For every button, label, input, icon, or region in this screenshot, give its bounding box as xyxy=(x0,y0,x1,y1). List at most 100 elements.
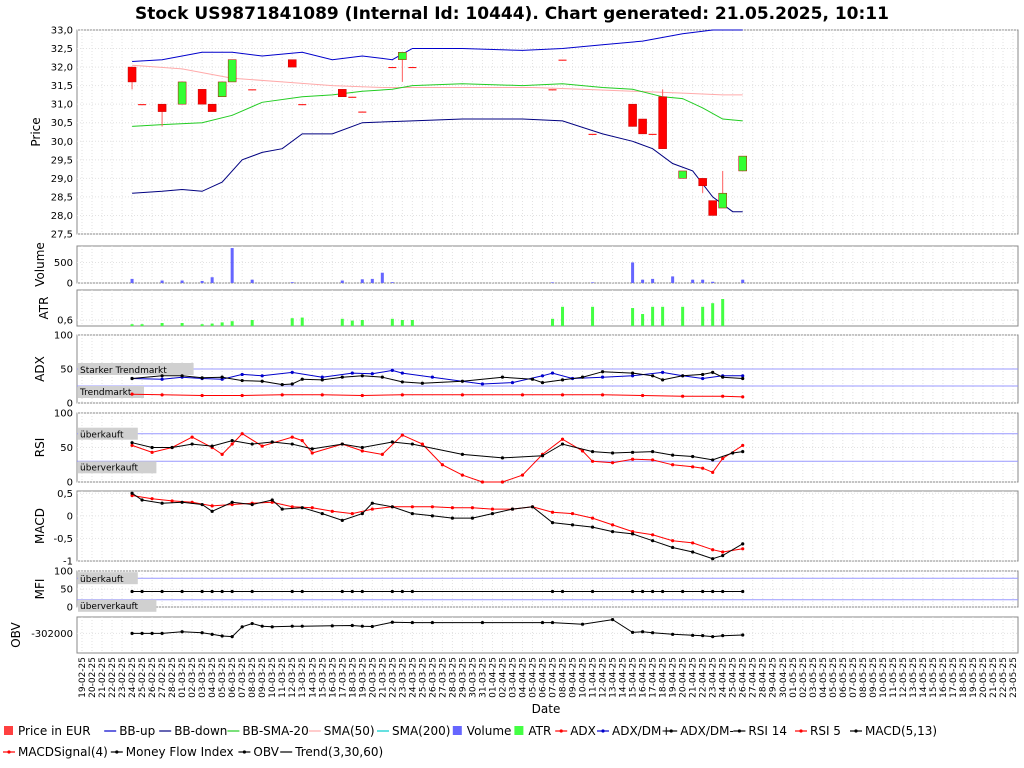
volume-bar xyxy=(631,262,635,283)
rsi5-point xyxy=(230,442,234,446)
macd-signal-line xyxy=(132,495,743,553)
volume-bar xyxy=(711,281,715,283)
mfi-point xyxy=(210,589,214,594)
dm-minus-point xyxy=(530,377,535,381)
macd-signal-point xyxy=(671,539,675,543)
y-tick-label: -302000 xyxy=(31,629,73,640)
macd-point xyxy=(210,509,214,513)
obv-point xyxy=(140,631,144,635)
macd-frame xyxy=(76,490,1019,562)
y-tick-label: 28,5 xyxy=(51,192,73,203)
x-tick-label: 08-03-25 xyxy=(248,657,258,698)
x-tick-label: 08-04-25 xyxy=(559,657,569,698)
obv-point xyxy=(290,624,294,628)
volume-bar xyxy=(340,280,344,283)
dm-plus-point xyxy=(741,374,745,378)
macd-signal-point xyxy=(210,504,214,508)
macd-signal-point xyxy=(721,550,725,554)
y-tick-label: 31,0 xyxy=(51,100,73,111)
obv-point xyxy=(641,630,645,634)
rsi14-point xyxy=(711,458,715,462)
adx-point xyxy=(681,394,685,398)
legend-label: Money Flow Index xyxy=(126,745,234,759)
macd-panel: -1 -0,5 0 0,5 MACD xyxy=(33,489,1019,568)
adx-panel: 0 50 100 ADX Starker Trendmarkt Trendmarkt xyxy=(33,331,1019,410)
rsi5-point xyxy=(560,437,565,441)
obv-point xyxy=(370,624,374,629)
x-tick-label: 30-04-25 xyxy=(779,657,789,698)
macd-point xyxy=(340,518,344,522)
atr-bar xyxy=(551,318,555,326)
x-tick-label: 19-05-25 xyxy=(969,657,979,698)
dm-minus-point xyxy=(651,374,655,378)
x-tick-label: 10-05-25 xyxy=(879,657,889,698)
x-tick-label: 14-03-25 xyxy=(308,657,318,698)
bb-down-line xyxy=(132,118,743,213)
rsi5-point xyxy=(651,458,655,462)
macd-point xyxy=(360,511,364,516)
dm-minus-point xyxy=(560,378,565,382)
obv-point xyxy=(580,622,585,626)
legend-item: OBV xyxy=(238,745,280,759)
obv-axis-label: OBV xyxy=(9,621,23,647)
obv-point xyxy=(410,620,414,625)
legend-label: ADX/DM+ xyxy=(612,724,671,738)
x-tick-label: 18-04-25 xyxy=(659,657,669,698)
mfi-point xyxy=(340,589,344,594)
x-axis-label: Date xyxy=(532,702,561,716)
candle-body xyxy=(638,118,647,135)
rsi5-point xyxy=(240,432,244,436)
macd-point xyxy=(530,505,535,509)
macd-point xyxy=(721,553,725,558)
rsi14-point xyxy=(290,442,294,446)
x-tick-label: 16-03-25 xyxy=(328,657,338,698)
rsi5-point xyxy=(300,439,304,443)
legend-swatch-dot xyxy=(854,729,858,733)
legend-item: MACD(5,13) xyxy=(850,724,937,738)
y-tick-label: 50 xyxy=(60,365,73,376)
dm-plus-point xyxy=(701,376,705,381)
dm-plus-point xyxy=(510,381,515,385)
x-tick-label: 20-02-25 xyxy=(88,657,98,698)
dm-plus-point xyxy=(540,374,545,378)
dm-minus-point xyxy=(280,383,284,387)
candle-body xyxy=(157,103,167,112)
x-tick-label: 23-03-25 xyxy=(398,657,408,698)
bb-sma-line xyxy=(132,83,743,127)
y-tick-label: 0,5 xyxy=(57,489,73,500)
x-tick-label: 11-03-25 xyxy=(278,657,288,698)
obv-point xyxy=(230,635,234,639)
adx-point xyxy=(130,392,134,396)
volume-bar xyxy=(551,282,555,283)
obv-point xyxy=(430,620,434,625)
obv-point xyxy=(741,633,745,637)
rsi14-point xyxy=(671,453,675,457)
x-tick-label: 04-05-25 xyxy=(819,657,829,698)
x-tick-label: 09-03-25 xyxy=(258,657,268,698)
threshold-label: Starker Trendmarkt xyxy=(80,366,167,376)
adx-point xyxy=(721,394,725,398)
macd-point xyxy=(320,511,324,516)
macd-point xyxy=(390,505,394,509)
x-tick-label: 28-04-25 xyxy=(759,657,769,698)
legend-label: SMA(200) xyxy=(392,724,450,738)
x-tick-label: 19-02-25 xyxy=(78,657,88,698)
x-tick-label: 12-05-25 xyxy=(899,657,909,698)
y-tick-label: 29,5 xyxy=(51,155,73,166)
macd-point xyxy=(741,542,745,546)
atr-bar xyxy=(410,320,414,326)
y-tick-label: 0 xyxy=(67,511,73,522)
atr-bar xyxy=(360,320,364,326)
macd-point xyxy=(711,557,715,561)
atr-bar xyxy=(180,323,184,326)
adx-point xyxy=(280,393,284,397)
legend-item: BB-up xyxy=(104,724,155,738)
candle-body xyxy=(287,59,297,68)
macd-signal-point xyxy=(450,506,454,510)
atr-bar xyxy=(400,320,404,326)
adx-point xyxy=(560,393,565,397)
mfi-point xyxy=(130,589,134,594)
y-tick-label: 31,5 xyxy=(51,81,73,92)
x-tick-label: 30-03-25 xyxy=(468,657,478,698)
dm-plus-point xyxy=(240,372,244,377)
